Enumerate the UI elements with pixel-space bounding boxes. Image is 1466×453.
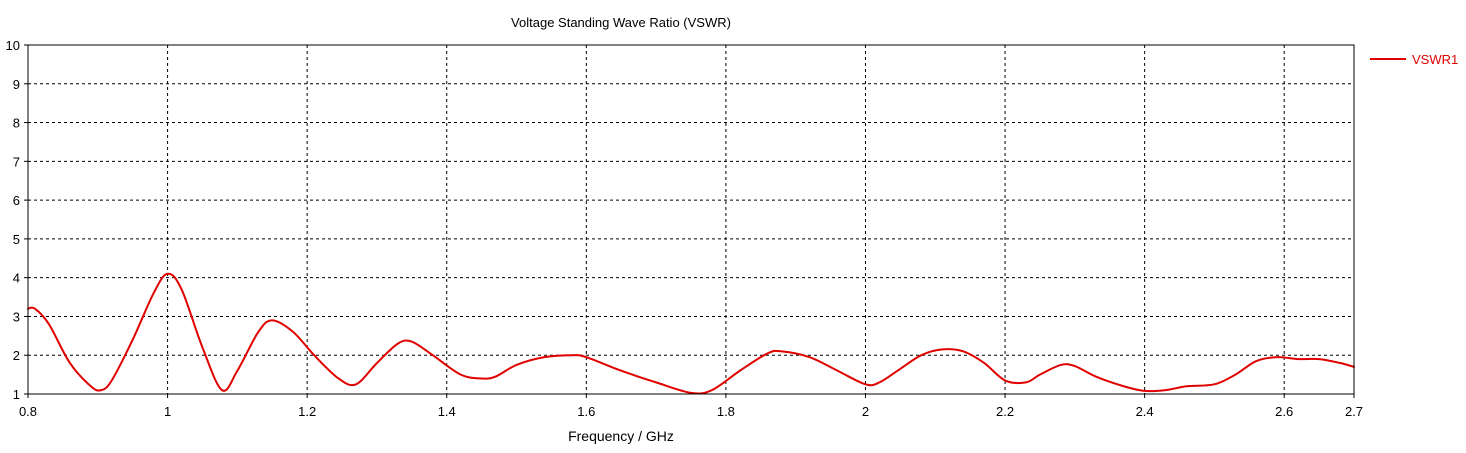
series-layer (27, 272, 1355, 395)
legend-label-vswr1: VSWR1 (1412, 52, 1458, 67)
x-tick-label: 0.8 (19, 404, 37, 419)
x-tick-label: 2 (862, 404, 869, 419)
y-tick-label: 4 (13, 271, 20, 286)
y-tick-label: 1 (13, 387, 20, 402)
y-tick-label: 6 (13, 193, 20, 208)
legend[interactable]: VSWR1 (1370, 52, 1458, 67)
x-tick-label: 2.4 (1136, 404, 1154, 419)
x-tick-label: 1.4 (438, 404, 456, 419)
x-tick-label: 2.7 (1345, 404, 1363, 419)
grid-layer (28, 45, 1354, 394)
x-tick-label: 1.2 (298, 404, 316, 419)
y-tick-label: 5 (13, 232, 20, 247)
y-tick-label: 3 (13, 309, 20, 324)
x-tick-label: 1.6 (577, 404, 595, 419)
chart-title: Voltage Standing Wave Ratio (VSWR) (511, 15, 731, 30)
y-tick-label: 9 (13, 77, 20, 92)
x-tick-label: 2.6 (1275, 404, 1293, 419)
y-tick-label: 10 (6, 38, 20, 53)
series-line-vswr1 (27, 272, 1355, 395)
x-axis-label: Frequency / GHz (568, 428, 674, 444)
y-tick-label: 8 (13, 116, 20, 131)
plot-frame (27, 44, 1355, 395)
x-tick-label: 1.8 (717, 404, 735, 419)
y-tick-label: 2 (13, 348, 20, 363)
y-tick-label: 7 (13, 154, 20, 169)
x-tick-label: 1 (164, 404, 171, 419)
tick-layer: 0.8 1 1.2 1.4 1.6 1.8 2 2.2 2.4 2.6 2.7 1 2 3 4 5 6 7 8 9 10 (6, 38, 1364, 419)
x-tick-label: 2.2 (996, 404, 1014, 419)
